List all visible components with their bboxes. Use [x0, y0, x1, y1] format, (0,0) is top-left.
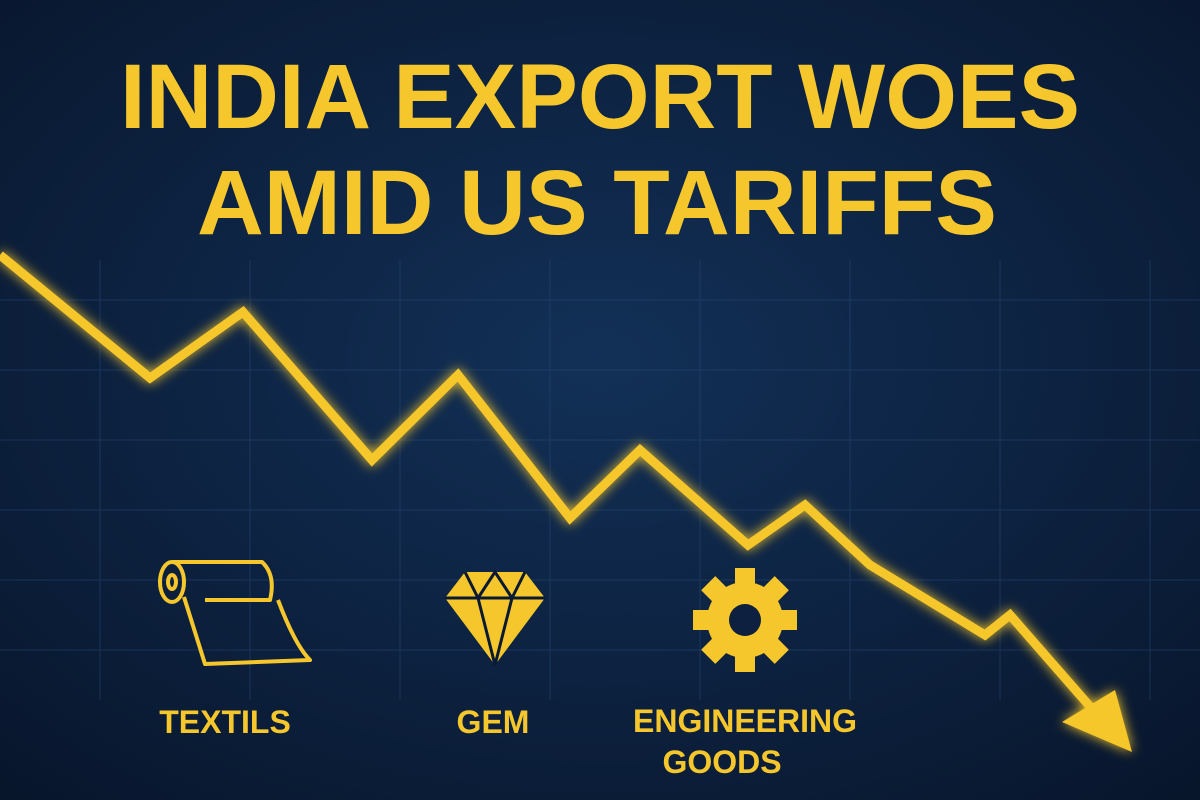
- gear-icon: [693, 568, 797, 672]
- sector-label: ENGINEERING: [633, 703, 857, 739]
- gem-icon: [445, 569, 545, 666]
- sector-label: GEM: [457, 704, 530, 740]
- title-line: INDIA EXPORT WOES: [120, 46, 1080, 148]
- trend-line: [0, 251, 1132, 752]
- textile-icon: [158, 560, 312, 666]
- sector-label: GOODS: [662, 744, 781, 780]
- sector-label: TEXTILS: [159, 704, 291, 740]
- title-line: AMID US TARIFFS: [197, 152, 997, 254]
